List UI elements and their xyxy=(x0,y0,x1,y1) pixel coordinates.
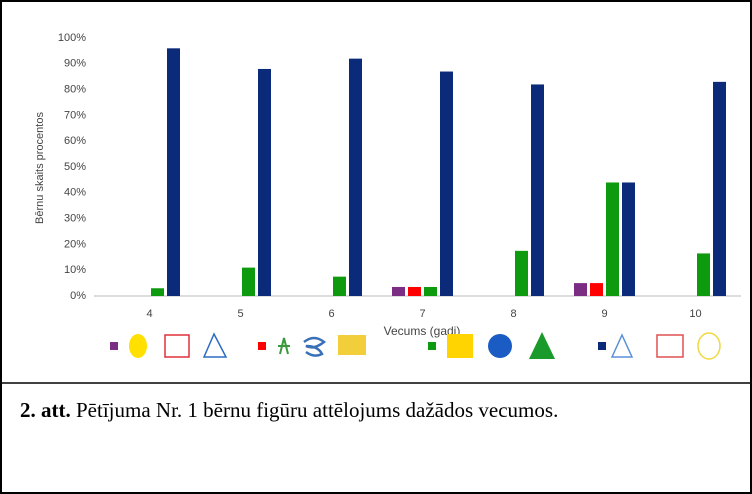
bar xyxy=(151,288,164,296)
legend-drawings xyxy=(129,332,721,360)
bar xyxy=(333,276,346,296)
x-tick-label: 5 xyxy=(237,308,243,320)
y-tick-label: 70% xyxy=(64,109,86,121)
bar xyxy=(258,68,271,297)
bar xyxy=(392,286,405,296)
y-tick-label: 90% xyxy=(64,58,86,70)
legend-swatch xyxy=(110,342,118,350)
x-tick-label: 10 xyxy=(689,308,701,320)
bar xyxy=(440,71,453,296)
x-tick-label: 9 xyxy=(601,308,607,320)
bar xyxy=(622,182,635,296)
caption: 2. att. Pētījuma Nr. 1 bērnu figūru attē… xyxy=(20,394,734,427)
y-tick-label: 20% xyxy=(64,238,86,250)
x-tick-label: 7 xyxy=(419,308,425,320)
bar xyxy=(590,283,603,296)
bar xyxy=(242,267,255,296)
bar xyxy=(424,286,437,296)
y-tick-label: 30% xyxy=(64,213,86,225)
caption-text: Pētījuma Nr. 1 bērnu figūru attēlojums d… xyxy=(76,398,559,422)
x-tick-label: 4 xyxy=(146,308,152,320)
legend-swatch xyxy=(598,342,606,350)
y-tick-label: 10% xyxy=(64,264,86,276)
legend-swatch xyxy=(428,342,436,350)
y-tick-label: 100% xyxy=(58,32,86,44)
bar xyxy=(697,253,710,296)
x-axis-label: Vecums (gadi) xyxy=(384,324,461,338)
y-tick-label: 60% xyxy=(64,135,86,147)
y-tick-label: 40% xyxy=(64,187,86,199)
bar xyxy=(574,283,587,296)
y-tick-label: 0% xyxy=(70,290,86,302)
bar xyxy=(606,182,619,296)
bar xyxy=(515,250,528,296)
bar xyxy=(408,286,421,296)
bar xyxy=(531,84,544,296)
x-tick-label: 6 xyxy=(328,308,334,320)
x-tick-label: 8 xyxy=(510,308,516,320)
y-tick-label: 80% xyxy=(64,84,86,96)
y-tick-label: 50% xyxy=(64,161,86,173)
legend-swatch xyxy=(258,342,266,350)
bar xyxy=(167,48,180,296)
bar xyxy=(349,58,362,296)
bar xyxy=(713,81,726,296)
y-axis-label: Bērnu skaits procentos xyxy=(34,112,46,224)
caption-label: 2. att. xyxy=(20,398,71,422)
